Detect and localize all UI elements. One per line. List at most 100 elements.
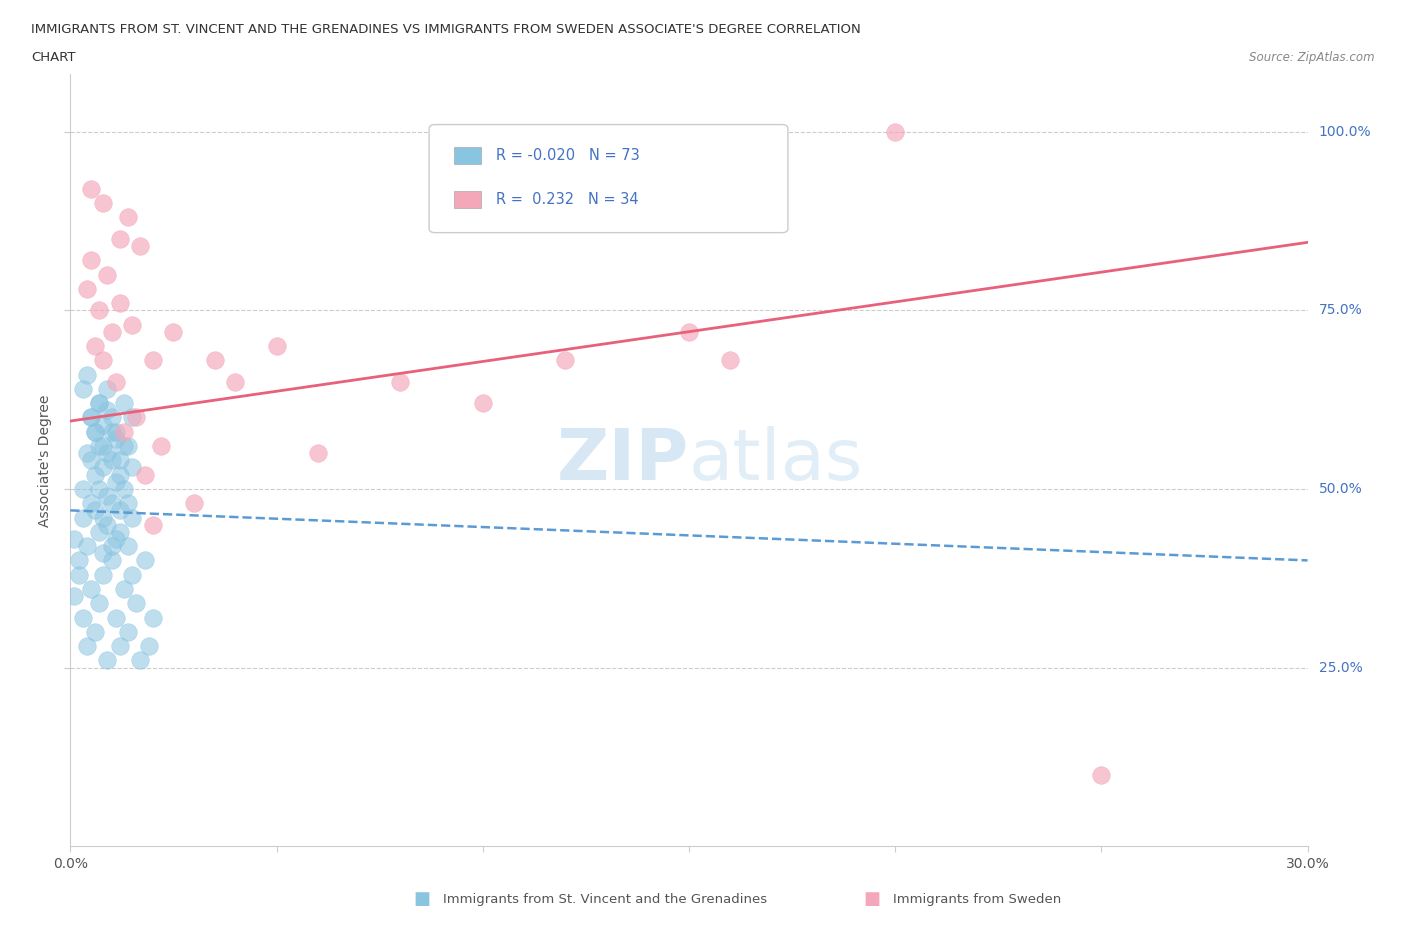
Point [80,496,103,511]
Point [80,181,103,196]
Point [100,553,122,568]
Point [104,432,127,446]
Point [100,453,122,468]
Point [112,482,135,497]
Point [76,367,98,382]
Point [76,445,98,460]
Point [67,567,90,582]
Point [142,610,165,625]
Point [471,396,494,411]
Point [554,352,576,367]
Point [67,553,90,568]
Point [80,581,103,596]
Point [80,410,103,425]
Text: 50.0%: 50.0% [1319,482,1362,496]
Point [678,325,700,339]
Point [91,546,114,561]
Point [117,538,139,553]
Point [104,610,127,625]
Point [204,352,226,367]
Point [307,445,329,460]
Point [121,567,143,582]
Point [112,424,135,439]
Point [129,653,152,668]
Point [108,525,131,539]
Point [84,424,107,439]
Y-axis label: Associate's Degree: Associate's Degree [38,394,52,526]
Point [96,488,118,503]
Text: ■: ■ [413,890,430,909]
Text: R =  0.232   N = 34: R = 0.232 N = 34 [496,192,638,207]
Point [104,424,127,439]
Text: ■: ■ [863,890,880,909]
Point [162,325,184,339]
Point [121,317,143,332]
Point [138,639,160,654]
Point [91,195,114,210]
Point [108,639,131,654]
Point [117,624,139,639]
Text: Immigrants from St. Vincent and the Grenadines: Immigrants from St. Vincent and the Gren… [443,893,768,906]
Point [63,532,86,547]
Point [183,496,205,511]
Point [72,482,94,497]
Point [142,517,165,532]
Point [76,639,98,654]
FancyBboxPatch shape [429,125,787,232]
Point [89,596,111,611]
Bar [454,147,481,164]
Point [108,467,131,482]
Point [104,532,127,547]
Point [76,538,98,553]
Point [125,596,148,611]
Point [91,418,114,432]
Point [112,439,135,454]
Text: Source: ZipAtlas.com: Source: ZipAtlas.com [1250,51,1375,64]
Point [121,410,143,425]
Point [89,396,111,411]
Point [84,339,107,353]
Point [91,439,114,454]
Point [76,282,98,297]
Text: atlas: atlas [689,426,863,495]
Point [884,124,907,139]
Point [89,525,111,539]
Point [80,410,103,425]
Point [91,460,114,475]
Text: 75.0%: 75.0% [1319,303,1362,317]
Point [112,396,135,411]
Text: IMMIGRANTS FROM ST. VINCENT AND THE GRENADINES VS IMMIGRANTS FROM SWEDEN ASSOCIA: IMMIGRANTS FROM ST. VINCENT AND THE GREN… [31,23,860,36]
Point [84,424,107,439]
Point [91,567,114,582]
Text: ZIP: ZIP [557,426,689,495]
Point [134,467,156,482]
Text: R = -0.020   N = 73: R = -0.020 N = 73 [496,148,640,163]
Point [129,238,152,253]
Point [108,453,131,468]
Point [108,503,131,518]
Point [100,538,122,553]
Point [96,403,118,418]
Point [108,232,131,246]
Point [104,474,127,489]
Point [100,325,122,339]
Text: 100.0%: 100.0% [1319,125,1371,139]
Point [96,445,118,460]
Point [72,610,94,625]
Point [91,510,114,525]
Point [91,352,114,367]
Point [96,267,118,282]
Point [84,624,107,639]
Point [389,374,412,389]
Point [142,352,165,367]
Point [80,253,103,268]
Point [1090,767,1112,782]
Point [117,439,139,454]
Point [108,296,131,311]
Point [100,424,122,439]
Bar [454,191,481,208]
Point [117,496,139,511]
Point [150,439,173,454]
Text: 25.0%: 25.0% [1319,660,1362,674]
Point [100,410,122,425]
